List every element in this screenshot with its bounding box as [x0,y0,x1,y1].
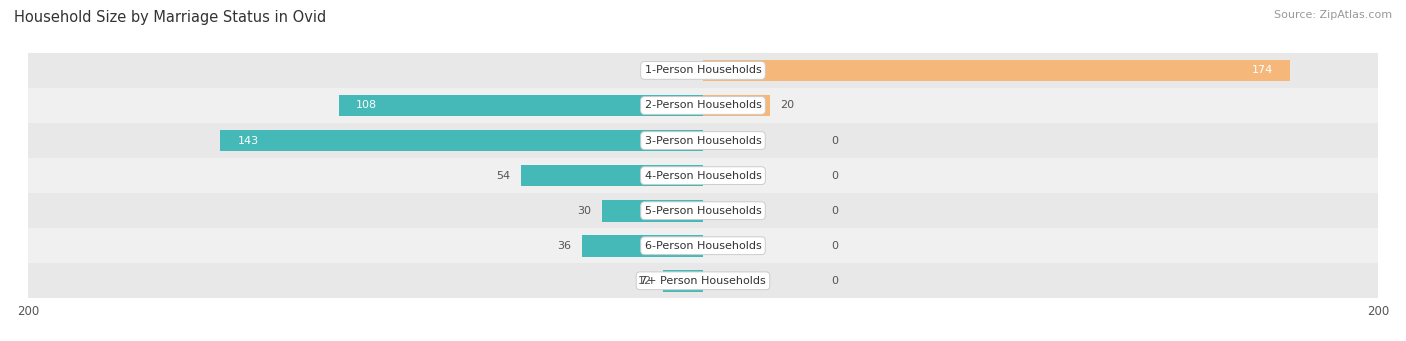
Text: 30: 30 [578,206,592,216]
Text: 4-Person Households: 4-Person Households [644,170,762,181]
Text: 20: 20 [780,101,794,110]
Bar [28,193,1378,228]
Bar [339,94,703,116]
Text: Source: ZipAtlas.com: Source: ZipAtlas.com [1274,10,1392,20]
Text: 54: 54 [496,170,510,181]
Text: 2-Person Households: 2-Person Households [644,101,762,110]
Bar [28,123,1378,158]
Text: 0: 0 [831,170,838,181]
Bar [28,228,1378,263]
Bar [28,158,1378,193]
Text: 3-Person Households: 3-Person Households [644,136,762,146]
Bar [28,53,1378,88]
Text: 0: 0 [831,276,838,286]
Bar [662,270,703,292]
Text: 36: 36 [557,241,571,251]
Bar [703,60,1291,81]
Text: 7+ Person Households: 7+ Person Households [640,276,766,286]
Text: 0: 0 [831,241,838,251]
Text: 1-Person Households: 1-Person Households [644,65,762,75]
Bar [221,130,703,151]
Bar [602,200,703,222]
Text: Household Size by Marriage Status in Ovid: Household Size by Marriage Status in Ovi… [14,10,326,25]
Bar [28,88,1378,123]
Text: 108: 108 [356,101,377,110]
Text: 0: 0 [831,206,838,216]
Bar [582,235,703,257]
Bar [520,165,703,187]
Bar [703,94,770,116]
Text: 174: 174 [1251,65,1274,75]
Text: 6-Person Households: 6-Person Households [644,241,762,251]
Text: 5-Person Households: 5-Person Households [644,206,762,216]
Text: 12: 12 [638,276,652,286]
Text: 0: 0 [831,136,838,146]
Bar [28,263,1378,298]
Text: 143: 143 [238,136,259,146]
